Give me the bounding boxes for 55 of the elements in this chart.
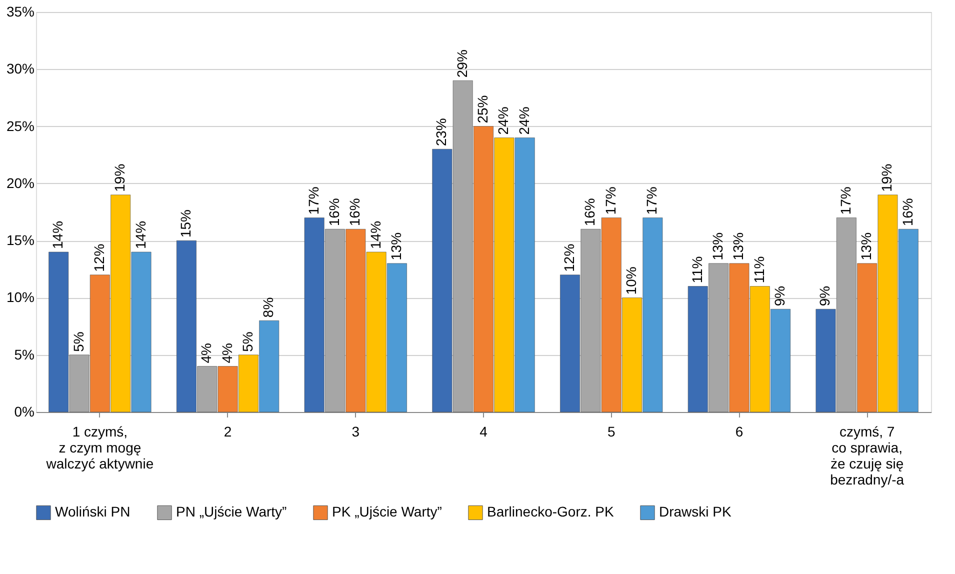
x-tick-label: 3 <box>352 424 360 440</box>
y-tick-label: 30% <box>6 60 34 77</box>
x-tick-label: 2 <box>224 424 232 440</box>
data-label: 16% <box>899 198 916 226</box>
data-label: 13% <box>388 232 404 260</box>
legend-label: Drawski PK <box>659 504 732 520</box>
data-label: 16% <box>326 198 342 226</box>
data-label: 9% <box>816 286 833 306</box>
data-label: 19% <box>112 164 128 192</box>
data-label: 16% <box>346 198 363 226</box>
x-tick-label: czymś, 7 co sprawia, że czuję się bezradny/-a <box>830 424 904 488</box>
y-tick-label: 15% <box>6 232 34 248</box>
y-tick-label: 20% <box>6 174 34 191</box>
data-label: 12% <box>90 244 107 272</box>
data-label: 12% <box>561 244 578 272</box>
data-label: 17% <box>602 186 618 215</box>
data-label: 9% <box>772 286 788 306</box>
legend-label: PN „Ujście Warty” <box>176 504 288 520</box>
data-label: 4% <box>198 343 214 364</box>
data-label: 16% <box>582 198 598 226</box>
data-label: 13% <box>710 232 726 260</box>
data-label: 14% <box>132 220 148 249</box>
data-label: 15% <box>177 210 194 238</box>
data-label: 17% <box>305 186 322 215</box>
x-tick-label: 5 <box>607 424 616 440</box>
data-label: 13% <box>730 232 746 260</box>
data-label: 17% <box>644 186 660 215</box>
data-label: 5% <box>239 332 256 352</box>
data-label: 13% <box>858 232 874 260</box>
y-tick-label: 25% <box>6 118 34 134</box>
data-label: 10% <box>623 266 640 295</box>
data-label: 11% <box>750 256 767 284</box>
data-label: 17% <box>837 186 854 215</box>
y-tick-label: 5% <box>14 346 34 362</box>
x-tick-label: 4 <box>480 424 488 440</box>
data-label: 14% <box>367 220 384 249</box>
y-tick-label: 10% <box>6 289 34 306</box>
data-label: 11% <box>688 256 705 284</box>
legend-label: PK „Ujście Warty” <box>332 504 442 520</box>
data-label: 14% <box>50 220 66 249</box>
legend-label: Barlinecko-Gorz. PK <box>487 504 614 520</box>
y-tick-label: 0% <box>14 404 34 420</box>
x-tick-label: 6 <box>735 424 744 440</box>
data-label: 24% <box>495 106 512 135</box>
data-label: 8% <box>260 297 276 318</box>
data-label: 25% <box>474 95 490 124</box>
data-label: 4% <box>218 343 235 364</box>
data-label: 5% <box>70 332 86 352</box>
data-label: 23% <box>433 118 450 146</box>
data-label: 29% <box>454 50 470 78</box>
legend-label: Woliński PN <box>55 504 130 520</box>
x-tick-label: 1 czymś, z czym mogę walczyć aktywnie <box>45 424 154 472</box>
y-tick-label: 35% <box>6 4 34 20</box>
data-label: 19% <box>878 164 895 192</box>
data-label: 24% <box>516 106 532 135</box>
